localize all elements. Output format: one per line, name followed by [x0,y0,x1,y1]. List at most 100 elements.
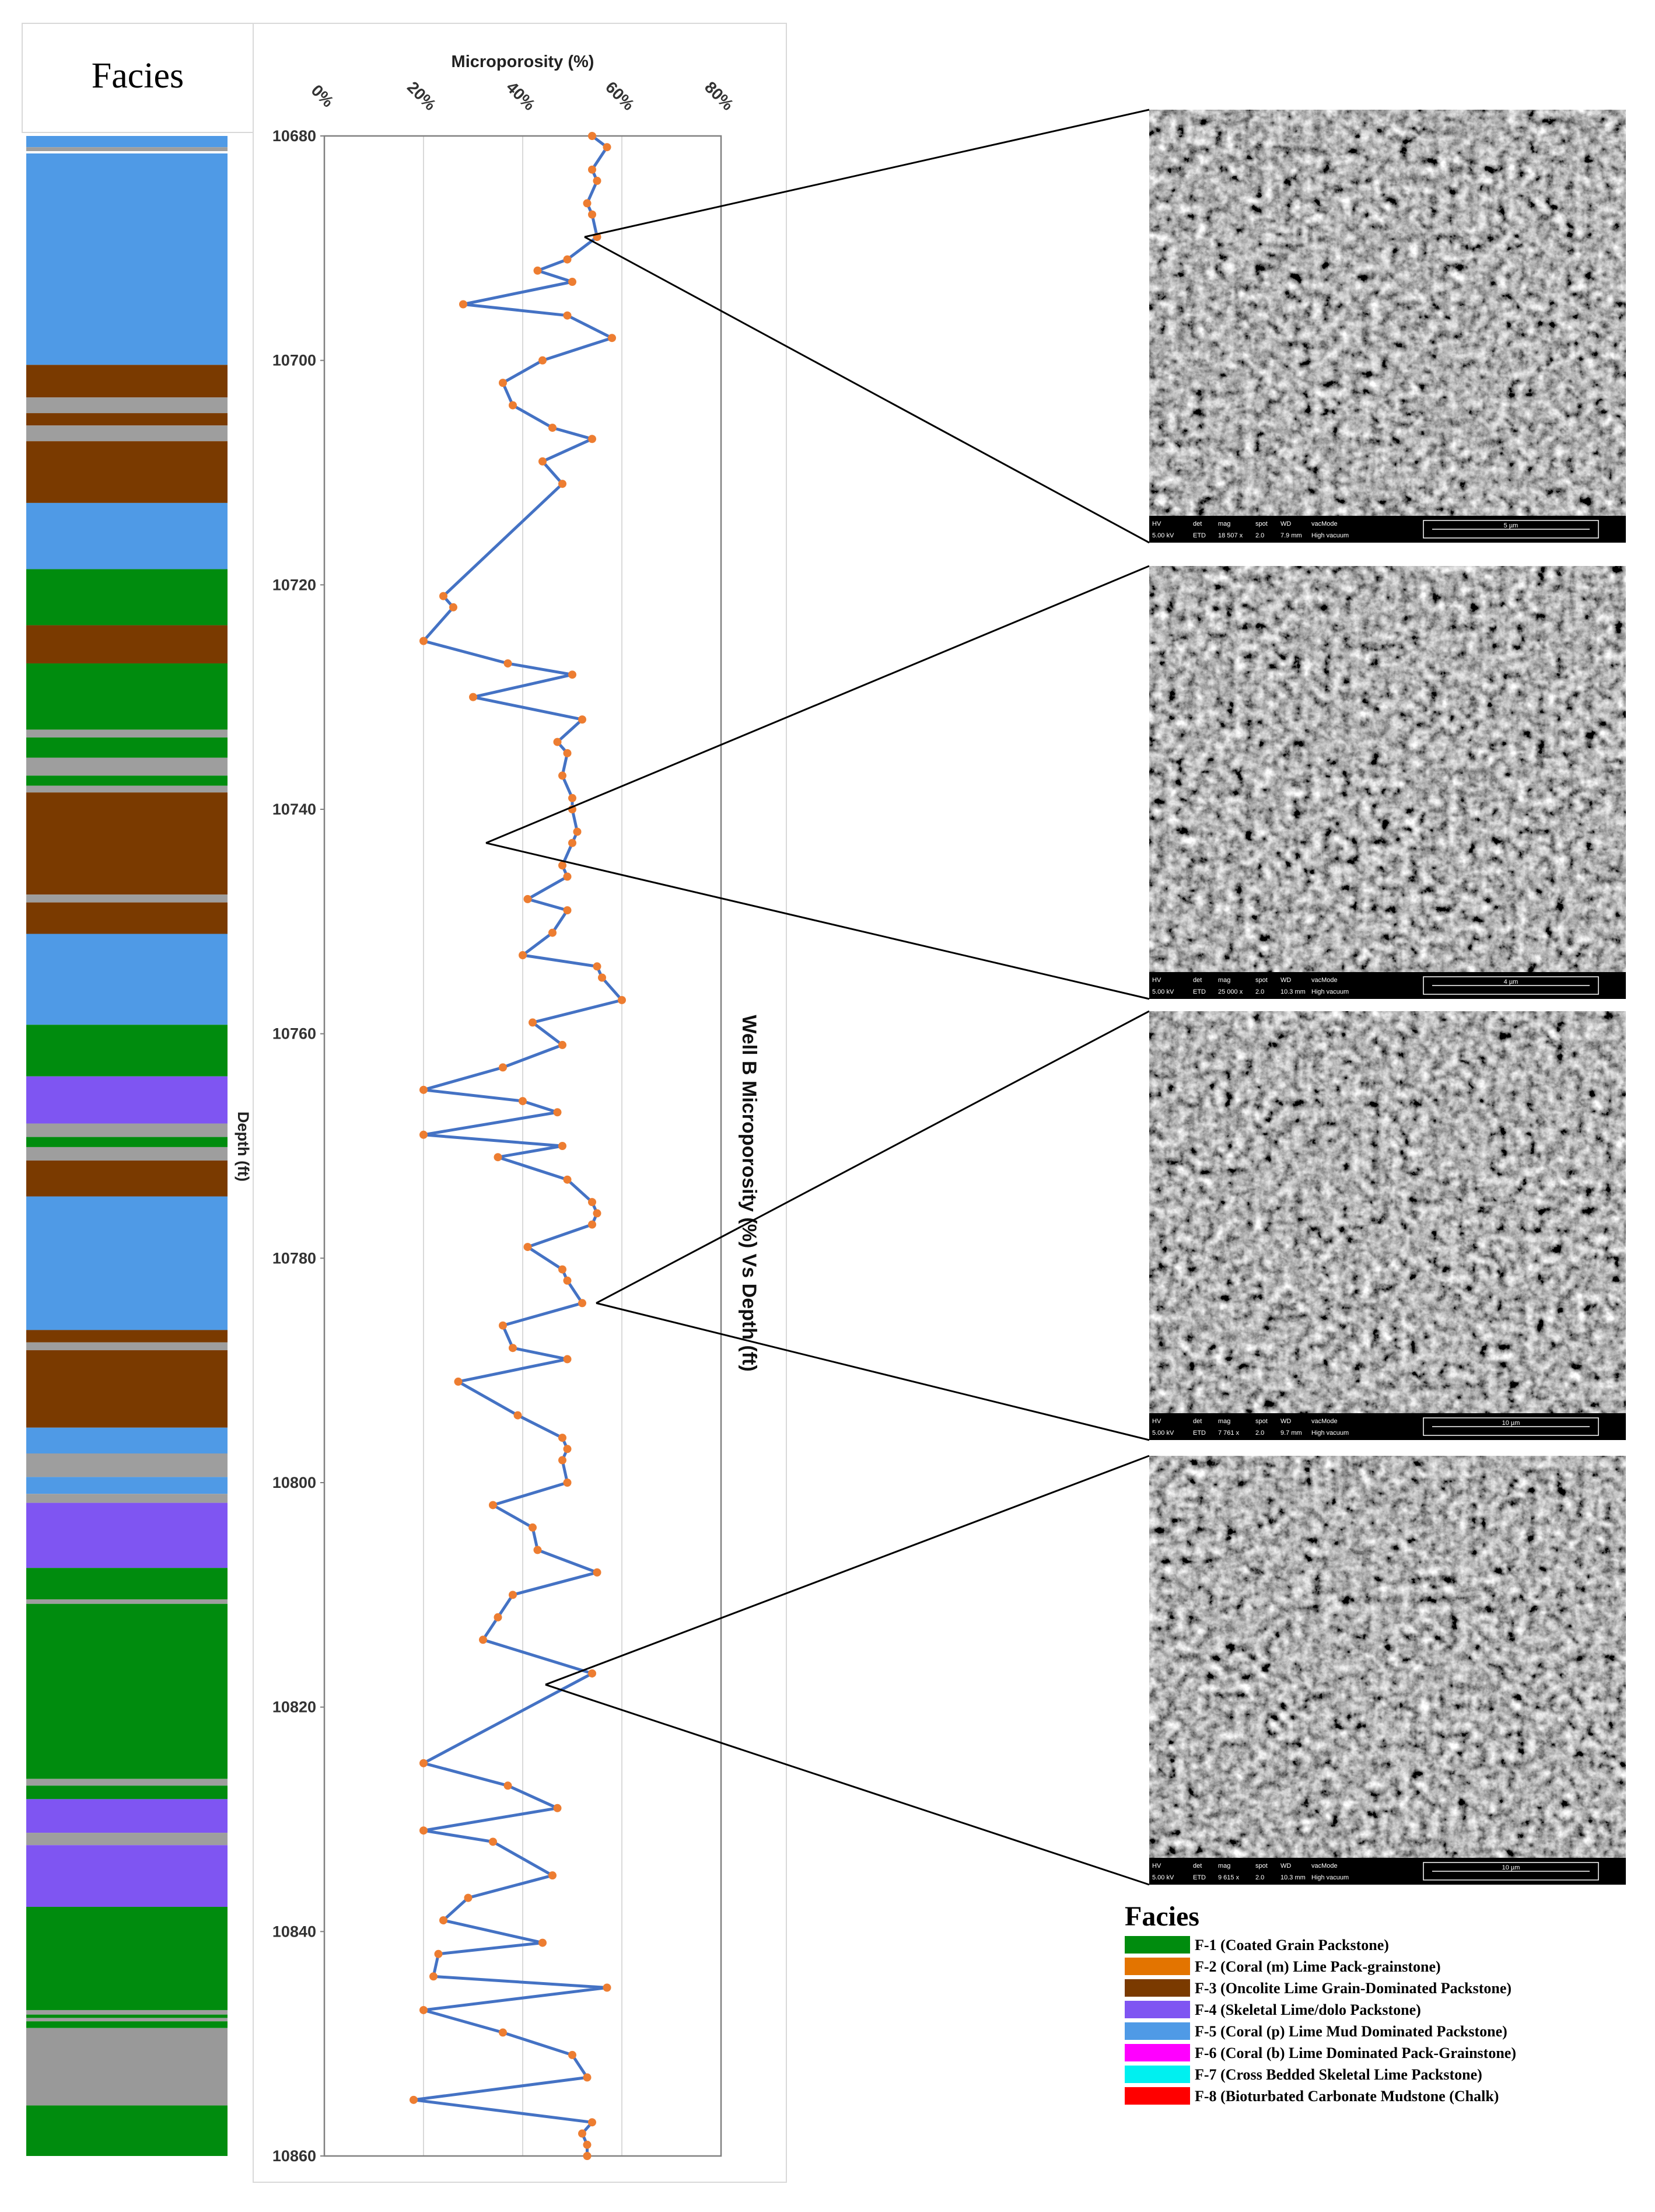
connector-line [545,1455,1150,1686]
sem-header-label: WD [1280,520,1291,527]
data-point [558,771,566,780]
data-point [499,1063,507,1072]
data-point [548,424,557,432]
sem-value-label: 5.00 kV [1152,1430,1174,1437]
y-tick-label: 10720 [272,576,316,593]
data-point [419,637,428,645]
chart-title: Microporosity (%) [452,53,594,71]
data-point [419,1826,428,1835]
sem-header-label: HV [1152,1862,1161,1869]
sem-header-label: mag [1218,1418,1230,1425]
facies-separator [26,1147,228,1161]
sem-value-label: 7.9 mm [1280,532,1302,539]
data-point [588,132,596,140]
facies-interval [26,1785,228,1799]
y-tick-label: 10860 [272,2147,316,2165]
data-point [593,176,601,185]
facies-interval [26,1603,228,1779]
data-point [538,356,547,365]
sem-value-label: 9.7 mm [1280,1430,1302,1437]
sem-header-label: HV [1152,520,1161,527]
data-point [519,1097,527,1106]
sem-value-label: 2.0 [1255,1430,1264,1437]
data-point [578,1299,586,1308]
facies-interval [26,569,228,625]
data-point [558,1456,566,1465]
data-point [578,715,586,724]
legend-swatch [1125,1936,1190,1954]
sem-value-label: 5.00 kV [1152,1874,1174,1881]
sem-scale-label: 10 µm [1502,1864,1520,1871]
data-point [538,1938,547,1947]
y-tick-label: 10800 [272,1474,316,1491]
data-point [588,1198,596,1207]
sem-header-label: spot [1255,1862,1268,1869]
series-line [412,135,624,2156]
sem-header-label: mag [1218,977,1230,984]
data-point [410,2095,418,2104]
data-point [588,2118,596,2127]
facies-legend: Facies F-1 (Coated Grain Packstone) F-2 (… [1125,1901,1516,2105]
legend-swatch [1125,1958,1190,1975]
connector-line [584,109,1150,238]
data-point [523,894,532,903]
data-point [509,401,517,410]
data-point [593,1209,601,1218]
connector-line [485,565,1150,844]
sem-scale-frame [1423,520,1599,539]
facies-interval [26,1502,228,1568]
sem-scale-label: 4 µm [1504,979,1518,986]
facies-interval [26,792,228,895]
connector-line [485,842,1150,1000]
sem-header-label: mag [1218,1862,1230,1869]
facies-interval [26,775,228,786]
y-tick-label: 10820 [272,1699,316,1716]
x-tick-label: 60% [602,78,638,114]
facies-bars [26,136,228,2156]
data-point [513,1411,522,1420]
sem-header-label: vacMode [1311,520,1338,527]
x-tick-label: 0% [307,81,337,111]
legend-label: F-5 (Coral (p) Lime Mud Dominated Packst… [1195,2023,1507,2040]
sem-value-label: 10.3 mm [1280,1874,1306,1881]
sem-photo-texture [1149,1011,1626,1440]
facies-interval [26,136,228,148]
sem-images: HV 5.00 kV det ETD mag 18 507 x spot 2.0 WD 7.9 m… [1149,110,1626,1885]
facies-header: Facies [92,56,184,96]
x-tick-label: 20% [404,78,440,114]
legend-label: F-1 (Coated Grain Packstone) [1195,1937,1389,1954]
sem-connectors [485,109,1150,1886]
y-tick-labels: 10680 10700 10720 10740 10760 10780 10800 10820… [272,127,324,2165]
data-point [419,1085,428,1094]
facies-interval [26,1025,228,1077]
facies-interval [26,1427,228,1453]
facies-interval [26,934,228,1025]
data-point [469,693,477,701]
facies-interval [26,663,228,730]
y-axis-label: Depth (ft) [235,1112,252,1182]
sem-value-label: ETD [1193,532,1206,539]
data-point [529,1018,537,1027]
facies-separator [26,729,228,738]
sem-value-label: 18 507 x [1218,532,1243,539]
sem-header-label: WD [1280,1418,1291,1425]
facies-separator [26,1453,228,1477]
facies-interval [26,2014,228,2018]
facies-separator [26,397,228,414]
data-point [593,962,601,971]
facies-interval [26,1161,228,1197]
data-point [598,973,606,982]
y-tick-label: 10680 [272,127,316,145]
sem-value-label: High vacuum [1311,988,1349,995]
sem-value-label: 2.0 [1255,988,1264,995]
sem-value-label: High vacuum [1311,1874,1349,1881]
data-point [578,2129,586,2138]
data-point [563,1175,572,1184]
facies-separator [26,1494,228,1503]
data-point [509,1344,517,1353]
data-point [499,1321,507,1330]
data-point [568,670,576,679]
sem-header-label: spot [1255,977,1268,984]
